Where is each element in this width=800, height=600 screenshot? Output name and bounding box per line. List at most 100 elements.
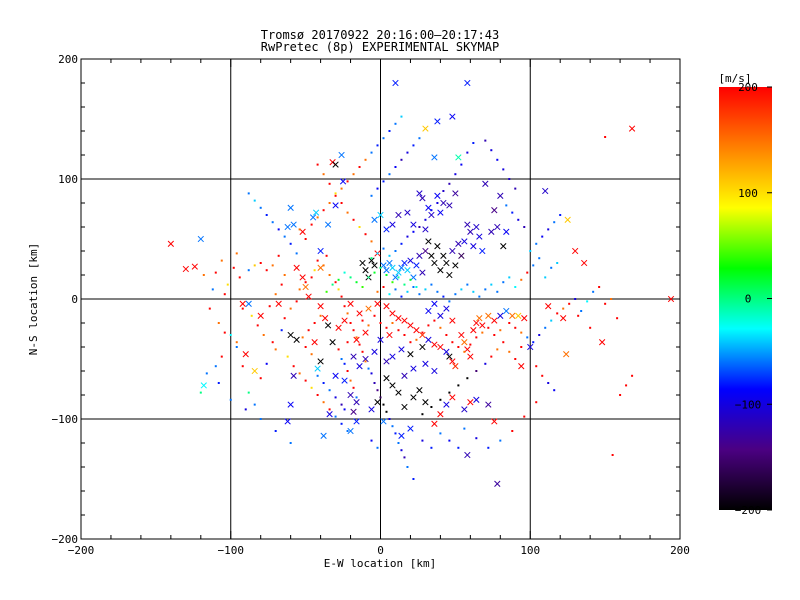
data-point-dot bbox=[409, 341, 412, 344]
data-point-dot bbox=[400, 158, 403, 161]
data-point-cross bbox=[410, 394, 417, 401]
data-point-dot bbox=[631, 374, 634, 377]
data-point-cross bbox=[491, 317, 498, 324]
data-point-cross bbox=[563, 351, 570, 358]
data-point-cross bbox=[321, 315, 329, 322]
data-point-cross bbox=[401, 259, 408, 267]
data-point-dot bbox=[259, 262, 262, 264]
data-point-dot bbox=[298, 228, 301, 231]
data-point-dot bbox=[436, 290, 439, 293]
data-point-cross bbox=[389, 310, 396, 317]
data-point-dot bbox=[313, 322, 316, 324]
data-point-dot bbox=[394, 250, 397, 252]
data-point-dot bbox=[415, 286, 418, 288]
data-point-dot bbox=[484, 362, 487, 365]
data-point-dot bbox=[532, 264, 535, 267]
data-point-cross bbox=[431, 341, 438, 348]
data-point-dot bbox=[487, 326, 490, 329]
data-point-cross bbox=[527, 343, 534, 351]
data-point-dot bbox=[334, 192, 337, 195]
data-point-dot bbox=[322, 401, 325, 404]
data-point-dot bbox=[499, 439, 502, 442]
data-point-dot bbox=[325, 290, 328, 293]
data-point-dot bbox=[544, 326, 547, 329]
data-point-dot bbox=[358, 343, 361, 346]
data-point-cross bbox=[491, 418, 498, 425]
data-point-cross bbox=[422, 360, 429, 367]
data-point-dot bbox=[223, 293, 226, 296]
data-point-cross bbox=[356, 363, 363, 370]
data-point-dot bbox=[349, 379, 352, 382]
data-point-cross bbox=[467, 228, 474, 235]
data-point-dot bbox=[592, 290, 595, 293]
data-point-dot bbox=[586, 300, 589, 303]
data-point-cross bbox=[395, 389, 402, 396]
data-point-cross bbox=[251, 367, 258, 375]
data-point-dot bbox=[340, 358, 343, 360]
data-point-dot bbox=[394, 288, 397, 291]
data-point-dot bbox=[436, 202, 439, 204]
data-point-dot bbox=[514, 187, 517, 190]
data-point-dot bbox=[253, 403, 256, 406]
data-point-dot bbox=[388, 130, 391, 132]
data-point-cross bbox=[377, 336, 384, 343]
data-point-dot bbox=[382, 247, 385, 250]
data-point-dot bbox=[484, 288, 487, 291]
data-point-dot bbox=[217, 382, 220, 384]
data-point-dot bbox=[316, 216, 319, 219]
data-point-dot bbox=[466, 151, 469, 154]
data-point-cross bbox=[458, 331, 465, 339]
data-point-cross bbox=[353, 399, 360, 406]
data-point-dot bbox=[463, 350, 466, 353]
data-point-cross bbox=[395, 269, 402, 276]
data-point-dot bbox=[370, 194, 373, 197]
data-point-dot bbox=[304, 346, 307, 348]
colorbar-tick-label: 0 bbox=[745, 293, 752, 306]
data-point-cross bbox=[518, 363, 525, 370]
data-point-cross bbox=[422, 399, 429, 406]
data-point-cross bbox=[443, 259, 450, 267]
data-point-cross bbox=[324, 322, 332, 329]
data-point-cross bbox=[293, 336, 300, 343]
data-point-dot bbox=[610, 298, 613, 300]
data-point-dot bbox=[346, 211, 349, 214]
data-point-cross bbox=[332, 161, 339, 168]
data-point-dot bbox=[268, 305, 271, 308]
data-point-dot bbox=[256, 324, 259, 327]
data-point-cross bbox=[383, 358, 390, 365]
x-tick-label: −200 bbox=[68, 544, 95, 557]
data-point-cross bbox=[341, 377, 348, 384]
data-point-dot bbox=[385, 326, 388, 329]
data-point-dot bbox=[496, 290, 499, 293]
data-point-dot bbox=[337, 348, 340, 351]
data-point-cross bbox=[461, 406, 468, 413]
data-point-dot bbox=[520, 346, 523, 348]
data-point-dot bbox=[358, 166, 361, 168]
data-point-dot bbox=[388, 293, 391, 296]
data-point-cross bbox=[410, 274, 417, 281]
grid-lines bbox=[81, 59, 680, 539]
data-point-dot bbox=[340, 422, 343, 425]
data-point-cross bbox=[392, 274, 399, 281]
data-point-cross bbox=[317, 247, 324, 255]
data-point-dot bbox=[337, 278, 340, 281]
data-point-dot bbox=[379, 322, 382, 324]
data-point-cross bbox=[341, 317, 348, 324]
data-point-dot bbox=[295, 252, 298, 255]
data-point-dot bbox=[277, 254, 280, 257]
data-point-cross bbox=[407, 425, 414, 432]
data-point-dot bbox=[346, 341, 349, 344]
data-point-dot bbox=[328, 408, 331, 411]
data-point-dot bbox=[373, 271, 376, 274]
data-point-cross bbox=[431, 367, 438, 375]
data-point-dot bbox=[511, 430, 514, 432]
data-point-cross bbox=[398, 432, 405, 439]
data-point-dot bbox=[370, 240, 373, 243]
data-point-cross bbox=[335, 324, 342, 331]
data-point-cross bbox=[497, 192, 504, 199]
data-point-dot bbox=[535, 401, 538, 404]
data-point-dot bbox=[427, 324, 430, 327]
data-point-dot bbox=[265, 214, 268, 216]
data-point-cross bbox=[509, 312, 516, 319]
data-point-cross bbox=[461, 238, 468, 245]
